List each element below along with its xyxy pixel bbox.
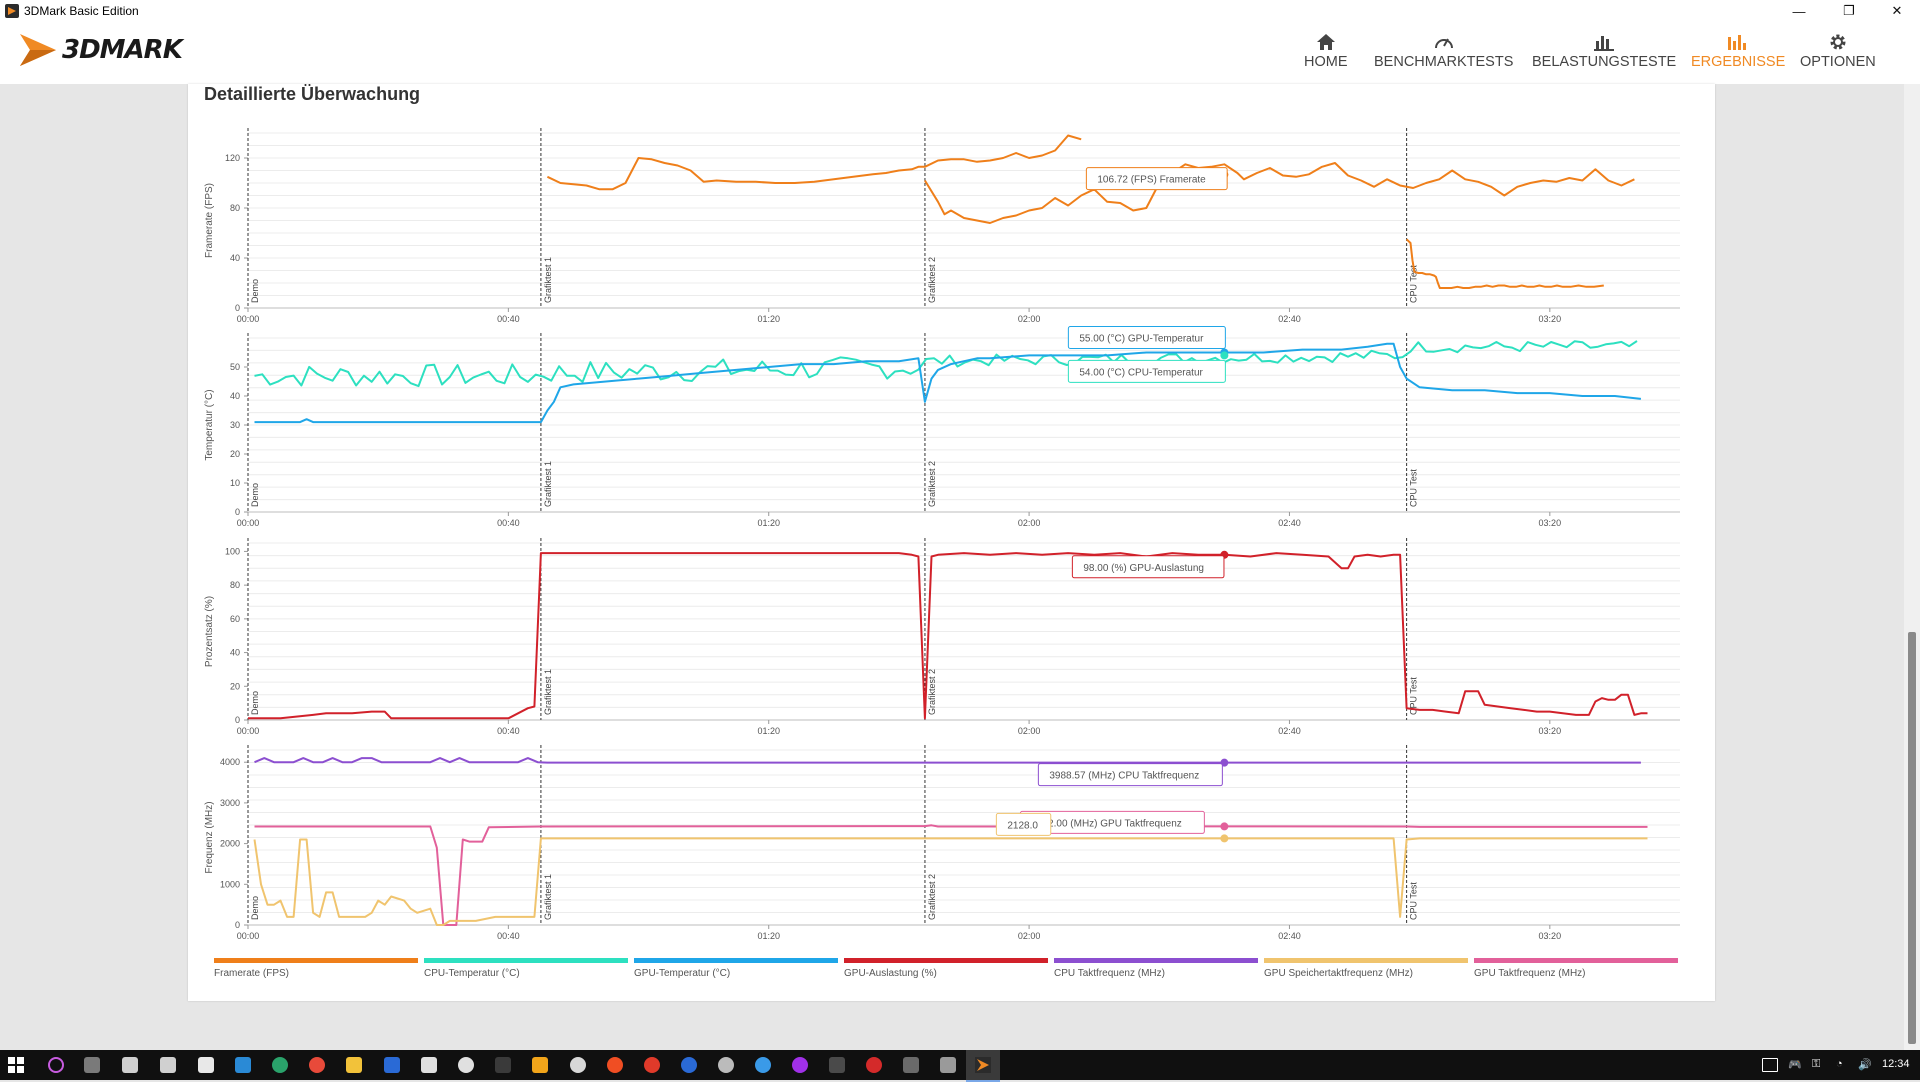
cortana-icon[interactable] (48, 1057, 64, 1073)
gear-icon (1828, 30, 1848, 54)
minimize-button[interactable]: — (1792, 3, 1806, 19)
taskbar-app-icon[interactable] (384, 1057, 400, 1073)
taskbar-app-icon[interactable] (681, 1057, 697, 1073)
nav-ergebnisse-label: ERGEBNISSE (1691, 54, 1786, 70)
3dmark-taskbar-icon (975, 1057, 991, 1073)
monitoring-panel (188, 84, 1715, 1001)
app-icon (5, 4, 19, 18)
legend-color-bar (844, 958, 1048, 963)
logo-icon (20, 34, 56, 66)
edge-icon[interactable] (272, 1057, 288, 1073)
close-button[interactable]: ✕ (1891, 3, 1903, 18)
network-icon[interactable] (1762, 1058, 1778, 1072)
taskbar-app-icon[interactable] (792, 1057, 808, 1073)
home-icon (1316, 30, 1336, 54)
legend-item[interactable]: CPU-Temperatur (°C) (424, 958, 628, 984)
taskbar-app-icon[interactable] (903, 1057, 919, 1073)
taskbar-app-icon[interactable] (495, 1057, 511, 1073)
taskbar-app-icon[interactable] (940, 1057, 956, 1073)
legend-item[interactable]: CPU Taktfrequenz (MHz) (1054, 958, 1258, 984)
nav-belastungsteste-label: BELASTUNGSTESTE (1532, 54, 1677, 70)
steam-icon[interactable] (570, 1057, 586, 1073)
usb-icon[interactable]: ⚿ (1812, 1058, 1821, 1070)
legend-color-bar (424, 958, 628, 963)
bar-chart-icon (1594, 30, 1615, 54)
results-icon (1727, 30, 1749, 54)
taskbar-app-icon[interactable] (866, 1057, 882, 1073)
legend-label: GPU Taktfrequenz (MHz) (1474, 968, 1586, 979)
nav-home-label: HOME (1304, 54, 1348, 70)
legend-item[interactable]: GPU Speichertaktfrequenz (MHz) (1264, 958, 1468, 984)
legend-item[interactable]: GPU-Temperatur (°C) (634, 958, 838, 984)
legend-color-bar (1264, 958, 1468, 963)
window-titlebar: 3DMark Basic Edition — ❐ ✕ (0, 0, 1920, 22)
legend-color-bar (214, 958, 418, 963)
taskbar-app-icon[interactable] (718, 1057, 734, 1073)
restore-button[interactable]: ❐ (1843, 3, 1855, 18)
taskbar-app-icon[interactable] (829, 1057, 845, 1073)
legend-item[interactable]: GPU-Auslastung (%) (844, 958, 1048, 984)
legend-label: GPU-Auslastung (%) (844, 968, 937, 979)
nav-optionen[interactable]: OPTIONEN (1800, 30, 1876, 70)
legend-color-bar (1054, 958, 1258, 963)
legend-item[interactable]: Framerate (FPS) (214, 958, 418, 984)
vertical-scrollbar[interactable] (1904, 84, 1920, 1050)
speedometer-icon (1433, 30, 1455, 54)
nav-benchmarktests-label: BENCHMARKTESTS (1374, 54, 1514, 70)
controller-icon[interactable]: 🎮 (1788, 1059, 1802, 1071)
section-title: Detaillierte Überwachung (204, 84, 421, 104)
nav-home[interactable]: HOME (1304, 30, 1348, 70)
app-logo[interactable]: 3DMARK (18, 30, 183, 70)
windows-taskbar: 🎮 ⚿ ◔ 🔊 12:34 (0, 1050, 1920, 1082)
nav-ergebnisse[interactable]: ERGEBNISSE (1691, 30, 1785, 70)
nav-benchmarktests[interactable]: BENCHMARKTESTS (1374, 30, 1513, 70)
taskbar-app-icon[interactable] (644, 1057, 660, 1073)
legend-label: GPU-Temperatur (°C) (634, 968, 731, 979)
chrome-icon[interactable] (309, 1057, 325, 1073)
nav-belastungsteste[interactable]: BELASTUNGSTESTE (1532, 30, 1676, 70)
app-header: 3DMARK HOME BENCHMARKTESTS BELASTUNGSTES… (0, 22, 1920, 84)
file-explorer-icon[interactable] (346, 1057, 362, 1073)
taskbar-app-icon[interactable] (755, 1057, 771, 1073)
calculator-icon[interactable] (160, 1057, 176, 1073)
window-title: 3DMark Basic Edition (24, 4, 139, 18)
taskbar-app-icon[interactable] (84, 1057, 100, 1073)
taskbar-clock[interactable]: 12:34 (1882, 1058, 1910, 1070)
scrollbar-thumb[interactable] (1908, 632, 1916, 1044)
taskbar-app-icon[interactable] (198, 1057, 214, 1073)
wifi-icon[interactable]: ◔ (1836, 1058, 1843, 1070)
legend-label: GPU Speichertaktfrequenz (MHz) (1264, 968, 1413, 979)
legend-label: Framerate (FPS) (214, 968, 290, 979)
start-icon[interactable] (8, 1057, 24, 1073)
logo-text: 3DMARK (62, 35, 183, 65)
taskbar-3dmark-active[interactable] (966, 1050, 1000, 1082)
legend-item[interactable]: GPU Taktfrequenz (MHz) (1474, 958, 1678, 984)
taskbar-app-icon[interactable] (532, 1057, 548, 1073)
legend-label: CPU-Temperatur (°C) (424, 968, 520, 979)
xbox-icon[interactable] (458, 1057, 474, 1073)
taskbar-app-icon[interactable] (607, 1057, 623, 1073)
legend-color-bar (1474, 958, 1678, 963)
legend-color-bar (634, 958, 838, 963)
nav-optionen-label: OPTIONEN (1800, 54, 1876, 70)
legend-label: CPU Taktfrequenz (MHz) (1054, 968, 1165, 979)
volume-icon[interactable]: 🔊 (1858, 1059, 1872, 1071)
taskbar-app-icon[interactable] (235, 1057, 251, 1073)
store-icon[interactable] (421, 1057, 437, 1073)
taskbar-app-icon[interactable] (122, 1057, 138, 1073)
